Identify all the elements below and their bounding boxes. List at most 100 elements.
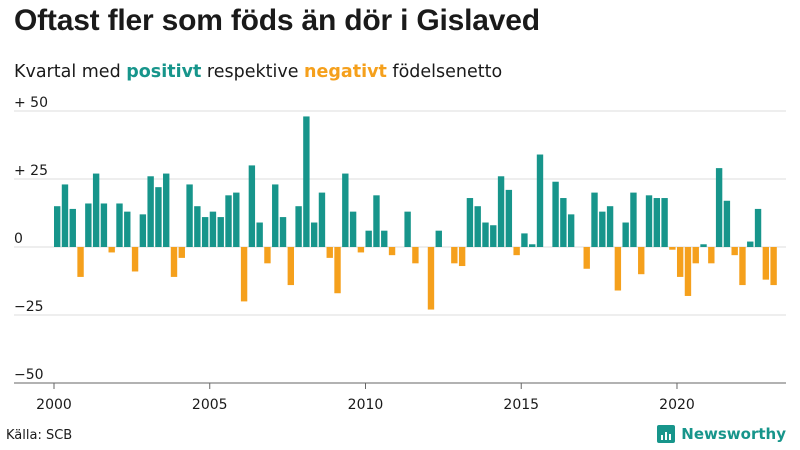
brand-name: Newsworthy	[681, 425, 786, 443]
bar	[482, 222, 489, 247]
bar	[513, 247, 520, 256]
bar	[139, 214, 147, 247]
bar	[591, 192, 598, 247]
bar	[638, 247, 645, 275]
bar	[116, 203, 123, 247]
bar	[287, 247, 295, 286]
bar	[458, 247, 466, 267]
bar	[669, 247, 676, 250]
y-tick-label: 0	[14, 231, 23, 247]
bar	[163, 173, 170, 247]
bar	[614, 247, 622, 291]
bar	[373, 195, 380, 247]
brand-logo: Newsworthy	[657, 425, 786, 443]
bar	[692, 247, 699, 264]
bar	[599, 211, 606, 247]
bar	[155, 187, 162, 247]
bar	[739, 247, 746, 286]
bar	[186, 184, 193, 247]
bar	[521, 233, 528, 247]
bar	[404, 211, 411, 247]
bar	[77, 247, 84, 277]
bar	[645, 195, 653, 247]
bar	[303, 116, 310, 247]
bar	[661, 198, 668, 247]
bar	[552, 181, 559, 247]
chart-title: Oftast fler som föds än dör i Gislaved	[14, 4, 540, 37]
x-axis: 2000 2005 2010 2015 2020	[14, 382, 786, 413]
chart-subtitle: Kvartal med positivt respektive negativt…	[14, 62, 502, 82]
bar	[435, 230, 442, 247]
bar	[209, 211, 217, 247]
subtitle-suffix: födelsenetto	[386, 62, 503, 82]
bar	[272, 184, 279, 247]
bar	[497, 176, 505, 247]
bar	[606, 206, 614, 247]
bar	[560, 198, 567, 247]
bar	[622, 222, 629, 247]
bar	[295, 206, 302, 247]
bar	[240, 247, 248, 302]
x-tick-label: 2020	[659, 397, 695, 413]
bar	[451, 247, 458, 264]
bar	[217, 217, 224, 247]
bar	[762, 247, 770, 280]
x-tick-label: 2015	[503, 397, 539, 413]
bar-chart-icon	[657, 425, 676, 443]
bar	[349, 211, 357, 247]
y-tick-label: + 50	[14, 95, 48, 111]
bar	[147, 176, 154, 247]
bar	[131, 247, 139, 272]
bar	[676, 247, 684, 277]
bar	[715, 168, 723, 247]
bar	[466, 198, 474, 247]
bar	[388, 247, 396, 256]
bar	[754, 208, 762, 247]
bar	[61, 184, 69, 247]
bars	[54, 116, 777, 310]
bar	[85, 203, 92, 247]
x-tick-label: 2005	[192, 397, 228, 413]
bar	[248, 165, 256, 247]
bar	[708, 247, 715, 264]
x-tick-label: 2000	[36, 397, 72, 413]
bar	[124, 211, 131, 247]
bar	[357, 247, 365, 253]
bar	[100, 203, 108, 247]
bar	[69, 208, 76, 247]
bar	[529, 244, 536, 247]
bar	[225, 195, 232, 247]
bar	[201, 217, 209, 247]
bar	[326, 247, 333, 258]
bar	[54, 206, 61, 247]
bar	[490, 225, 497, 247]
bar	[723, 200, 731, 247]
bar	[279, 217, 287, 247]
bar	[731, 247, 738, 256]
bar	[630, 192, 637, 247]
subtitle-negative-word: negativt	[304, 62, 387, 82]
bar	[92, 173, 100, 247]
y-tick-label: −25	[14, 299, 44, 315]
bar	[194, 206, 201, 247]
source-note: Källa: SCB	[6, 428, 73, 443]
subtitle-middle: respektive	[201, 62, 305, 82]
bar	[770, 247, 777, 286]
bar	[233, 192, 240, 247]
bar	[170, 247, 178, 277]
bar	[318, 192, 326, 247]
subtitle-prefix: Kvartal med	[14, 62, 127, 82]
bar	[583, 247, 590, 269]
y-tick-label: + 25	[14, 163, 48, 179]
bar	[684, 247, 692, 296]
bar	[310, 222, 318, 247]
bar	[653, 198, 661, 247]
bar	[108, 247, 115, 253]
bar	[536, 154, 544, 247]
bar	[264, 247, 271, 264]
bar	[474, 206, 481, 247]
bar	[700, 244, 707, 247]
y-tick-label: −50	[14, 367, 44, 383]
bar	[256, 222, 263, 247]
bar	[427, 247, 435, 310]
